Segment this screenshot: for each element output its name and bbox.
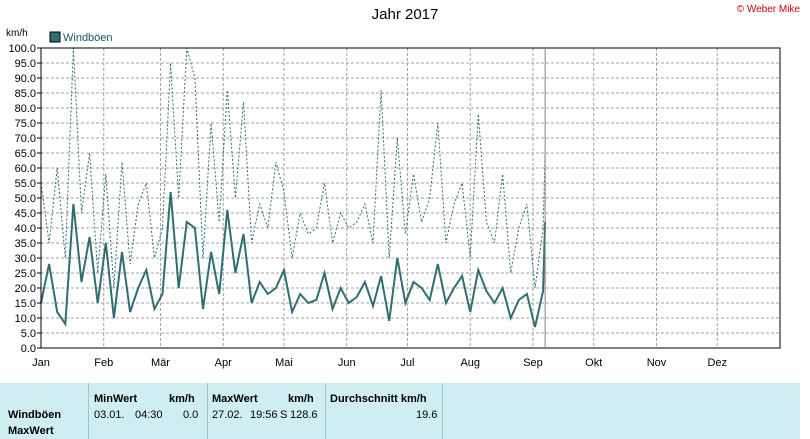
y-tick-label: 100.0	[8, 43, 36, 55]
min-date: 03.01.	[94, 409, 125, 421]
min-header: MinWert	[94, 393, 138, 405]
y-tick-label: 45.0	[15, 208, 36, 220]
legend-label: Windböen	[63, 32, 113, 44]
y-tick-label: 30.0	[15, 253, 36, 265]
chart: 0.0 5.0 10.0 15.0 20.0 25.0 30.0 35.0 40.0 45.0 50…	[6, 28, 781, 369]
x-tick-label: Nov	[647, 357, 667, 369]
series-layer	[40, 47, 547, 328]
y-tick-label: 80.0	[15, 103, 36, 115]
y-tick-label: 40.0	[15, 223, 36, 235]
x-tick-label: Apr	[215, 357, 232, 369]
x-tick-label: Feb	[94, 357, 113, 369]
max-value: 128.6	[290, 409, 318, 421]
stats-footer: Windböen MaxWert MinWert km/h 03.01. 04:…	[0, 383, 800, 439]
legend-swatch	[49, 31, 61, 43]
min-value: 0.0	[183, 409, 199, 421]
y-tick-label: 55.0	[15, 178, 36, 190]
row-label-windboeen: Windböen	[8, 409, 62, 421]
y-tick-label: 5.0	[21, 328, 36, 340]
x-tick-label: Dez	[707, 357, 727, 369]
y-tick-label: 60.0	[15, 163, 36, 175]
x-tick-label: Okt	[585, 357, 602, 369]
min-unit: km/h	[169, 393, 195, 405]
y-tick-label: 20.0	[15, 283, 36, 295]
chart-title: Jahr 2017	[371, 6, 439, 23]
y-axis-label: km/h	[6, 28, 28, 39]
plot-frame	[40, 47, 781, 349]
y-tick-label: 75.0	[15, 118, 36, 130]
x-tick-label: Aug	[460, 357, 480, 369]
x-tick-label: Jul	[400, 357, 414, 369]
y-tick-label: 85.0	[15, 88, 36, 100]
avg-header: Durchschnitt km/h	[330, 393, 427, 405]
series-windboeen-line	[40, 191, 547, 328]
y-tick-label: 90.0	[15, 73, 36, 85]
avg-value: 19.6	[416, 409, 438, 421]
max-date: 27.02.	[212, 409, 243, 421]
max-header: MaxWert	[212, 393, 258, 405]
y-tick-label: 95.0	[15, 58, 36, 70]
x-tick-label: Sep	[523, 357, 543, 369]
legend: Windböen	[49, 31, 113, 44]
max-unit: km/h	[288, 393, 314, 405]
footer-separator	[88, 383, 89, 439]
y-tick-label: 35.0	[15, 238, 36, 250]
x-tick-label: Mai	[275, 357, 293, 369]
y-tick-label: 25.0	[15, 268, 36, 280]
x-tick-label: Mär	[151, 357, 170, 369]
max-time: 19:56	[250, 409, 278, 421]
x-tick-label: Jun	[338, 357, 356, 369]
axes: 0.0 5.0 10.0 15.0 20.0 25.0 30.0 35.0 40.0 45.0 50…	[8, 43, 781, 369]
min-time: 04:30	[135, 409, 163, 421]
footer-separator	[207, 383, 208, 439]
y-tick-label: 50.0	[15, 193, 36, 205]
series-maxwert-line	[40, 47, 546, 289]
row-label-maxwert: MaxWert	[8, 425, 54, 437]
y-tick-label: 0.0	[21, 343, 36, 355]
grid	[41, 48, 780, 348]
y-tick-label: 10.0	[15, 313, 36, 325]
y-tick-label: 15.0	[15, 298, 36, 310]
x-tick-label: Jan	[32, 357, 50, 369]
y-tick-label: 65.0	[15, 148, 36, 160]
copyright: © Weber Mike	[736, 4, 800, 15]
footer-separator	[442, 383, 443, 439]
max-direction: S	[280, 409, 288, 421]
y-tick-label: 70.0	[15, 133, 36, 145]
footer-separator	[325, 383, 326, 439]
